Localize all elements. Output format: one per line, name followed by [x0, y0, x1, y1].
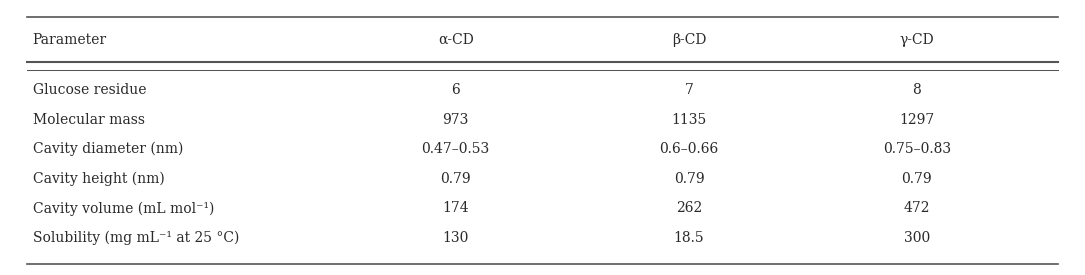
Text: 300: 300 — [904, 231, 930, 245]
Text: 0.79: 0.79 — [902, 172, 932, 186]
Text: 130: 130 — [443, 231, 469, 245]
Text: 6: 6 — [451, 83, 460, 97]
Text: 262: 262 — [676, 202, 702, 215]
Text: 8: 8 — [912, 83, 921, 97]
Text: Parameter: Parameter — [33, 33, 106, 47]
Text: α-CD: α-CD — [438, 33, 473, 47]
Text: Cavity volume (mL mol⁻¹): Cavity volume (mL mol⁻¹) — [33, 201, 214, 216]
Text: Glucose residue: Glucose residue — [33, 83, 146, 97]
Text: Cavity diameter (nm): Cavity diameter (nm) — [33, 142, 183, 156]
Text: 472: 472 — [904, 202, 930, 215]
Text: 0.79: 0.79 — [441, 172, 471, 186]
Text: 18.5: 18.5 — [674, 231, 704, 245]
Text: 0.75–0.83: 0.75–0.83 — [883, 142, 950, 156]
Text: Cavity height (nm): Cavity height (nm) — [33, 172, 164, 186]
Text: 0.47–0.53: 0.47–0.53 — [422, 142, 489, 156]
Text: 1135: 1135 — [672, 113, 706, 127]
Text: 174: 174 — [443, 202, 469, 215]
Text: Solubility (mg mL⁻¹ at 25 °C): Solubility (mg mL⁻¹ at 25 °C) — [33, 231, 239, 245]
Text: β-CD: β-CD — [672, 33, 706, 47]
Text: 0.79: 0.79 — [674, 172, 704, 186]
Text: 1297: 1297 — [899, 113, 934, 127]
Text: Molecular mass: Molecular mass — [33, 113, 144, 127]
Text: 7: 7 — [685, 83, 693, 97]
Text: γ-CD: γ-CD — [899, 33, 934, 47]
Text: 0.6–0.66: 0.6–0.66 — [660, 142, 718, 156]
Text: 973: 973 — [443, 113, 469, 127]
